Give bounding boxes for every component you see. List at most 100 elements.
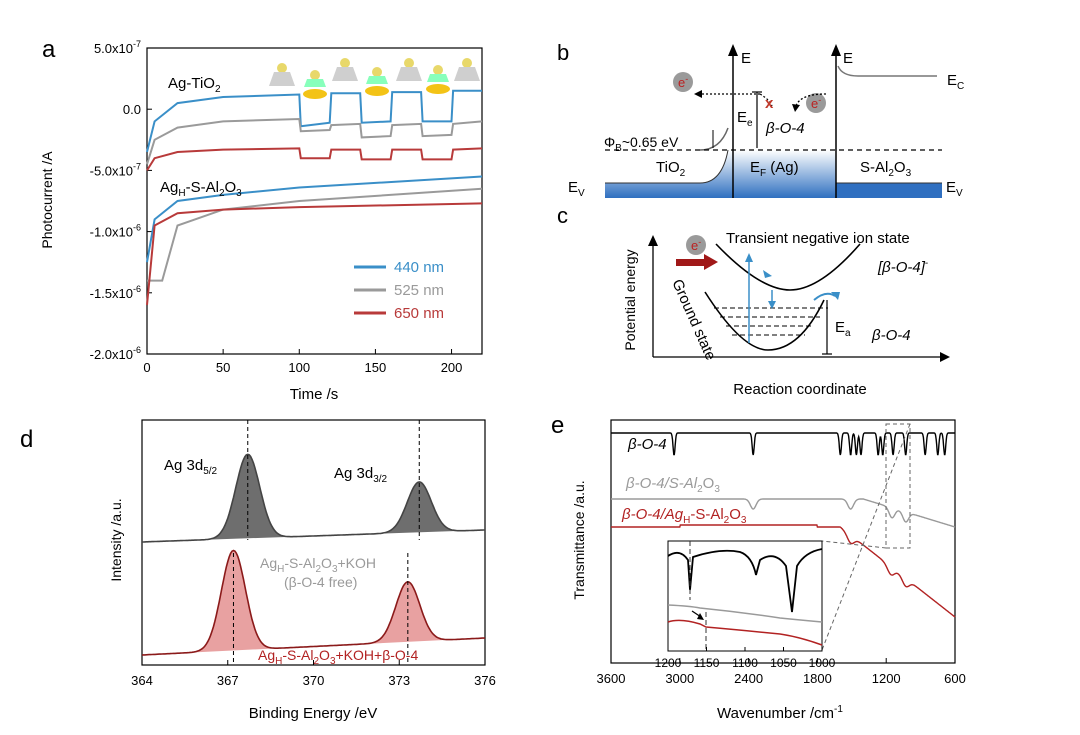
x-tick-label: 600 <box>944 671 966 686</box>
ground-state-label: Ground state <box>668 277 719 363</box>
label-ag-tio2: Ag-TiO2 <box>168 75 221 95</box>
series-line <box>146 89 482 153</box>
electron-arrow-shaft <box>676 259 706 266</box>
arrow-up-icon <box>728 44 738 56</box>
x-tick-label: 1200 <box>872 671 901 686</box>
blocked-path <box>759 93 773 107</box>
axis-e-left-label: E <box>741 50 751 67</box>
lamp-icon-on <box>365 67 389 96</box>
barrier-label: ΦB~0.65 eV <box>604 134 679 154</box>
electron-label: e- <box>691 237 701 253</box>
panel-a-letter: a <box>42 36 56 63</box>
series-line <box>147 187 483 282</box>
gray-sample-note: (β-O-4 free) <box>284 574 357 590</box>
panel-a-legend: 440 nm 525 nm 650 nm <box>354 259 444 322</box>
band-edge-left <box>605 149 729 184</box>
panel-e-xlabel: Wavenumber /cm-1 <box>717 704 843 722</box>
inset-x-tick-label: 1000 <box>809 656 836 670</box>
spectrum-line <box>142 453 485 543</box>
electron-label-right: e- <box>811 95 821 111</box>
y-tick-label: -2.0x10-6 <box>90 345 141 362</box>
arrow-down-icon <box>792 104 800 112</box>
label-agh-s-al2o3: AgH-S-Al2O3 <box>160 179 242 199</box>
electron-path-right <box>795 93 827 107</box>
panel-e-spectra <box>611 432 956 618</box>
panel-a-xlabel: Time /s <box>290 386 339 403</box>
panel-d: d 364 367 370 373 376 Ag 3d5/2 Ag 3d3/2 AgH-… <box>20 419 496 722</box>
inset-x-tick-label: 1050 <box>770 656 797 670</box>
panel-d-xticks: 364 367 370 373 376 <box>131 660 496 688</box>
ir-spectrum <box>611 524 956 618</box>
panel-e-frame <box>610 419 956 664</box>
peak2-label: Ag 3d3/2 <box>334 465 388 485</box>
arrow-down-right-icon <box>763 270 772 278</box>
spectrum-line <box>141 549 486 656</box>
panel-b-letter: b <box>557 40 569 65</box>
ea-label: Ea <box>835 319 851 339</box>
electron-icon <box>686 235 706 255</box>
ee-label: Ee <box>737 109 753 129</box>
series-line <box>146 147 483 171</box>
beta-o4-label-c: β-O-4 <box>871 327 911 344</box>
x-tick-label: 1800 <box>803 671 832 686</box>
panel-e-ylabel: Transmittance /a.u. <box>571 480 587 599</box>
trace2-label: β-O-4/S-Al2O3 <box>625 475 720 495</box>
y-tick-label: -1.0x10-6 <box>90 223 141 240</box>
x-tick-label: 150 <box>365 360 387 375</box>
electron-label-left: e- <box>678 74 688 90</box>
panel-e-inset: 1200 1150 1100 1050 1000 <box>655 540 836 670</box>
x-tick-label: 100 <box>288 360 310 375</box>
y-tick-label: 0.0 <box>123 102 141 117</box>
panel-c-letter: c <box>557 203 568 228</box>
y-tick-label: -1.5x10-6 <box>90 284 141 301</box>
x-tick-label: 367 <box>217 673 239 688</box>
zoom-connector <box>821 423 911 651</box>
ground-potential-curve <box>704 291 825 351</box>
trace1-label: β-O-4 <box>627 436 667 453</box>
panel-c: c e- Transient negative ion state [β-O-4… <box>557 203 950 398</box>
schottky-barrier-curve <box>699 127 729 151</box>
ev-left-label: EV <box>568 179 585 199</box>
x-tick-label: 2400 <box>734 671 763 686</box>
panel-a-series <box>146 89 483 306</box>
lamp-icons <box>269 58 480 99</box>
y-tick-label: -5.0x10-7 <box>90 161 141 178</box>
lamp-icon-on <box>426 65 450 94</box>
inset-frame <box>667 540 823 652</box>
ion-label: [β-O-4]- <box>877 258 928 276</box>
lamp-icon <box>454 58 480 81</box>
panel-e-letter: e <box>551 412 564 439</box>
panel-d-xlabel: Binding Energy /eV <box>249 705 377 722</box>
inset-x-tick-label: 1200 <box>655 656 682 670</box>
arrow-up-icon <box>745 253 753 262</box>
cross-mark: x <box>765 95 774 112</box>
axis-e-right-label: E <box>843 50 853 67</box>
legend-label-440: 440 nm <box>394 259 444 276</box>
inset-trace-gray <box>667 604 823 623</box>
arrow-icon <box>831 292 840 300</box>
valence-band-left <box>605 150 836 198</box>
dissociation-arrow <box>813 292 836 301</box>
panel-a-yticks: 5.0x10-7 0.0 -5.0x10-7 -1.0x10-6 -1.5x10-6 -2… <box>90 39 152 362</box>
x-tick-label: 3000 <box>665 671 694 686</box>
valence-band-right <box>836 183 942 198</box>
series-line <box>146 175 483 263</box>
upper-state-label: Transient negative ion state <box>726 230 910 247</box>
inset-x-tick-label: 1150 <box>694 656 720 670</box>
series-line <box>146 202 483 306</box>
lamp-icon-on <box>303 70 327 99</box>
x-tick-label: 373 <box>388 673 410 688</box>
inset-trace-red <box>667 619 823 646</box>
electron-icon-right <box>806 93 826 113</box>
legend-label-650: 650 nm <box>394 305 444 322</box>
ir-spectrum <box>611 498 956 528</box>
electron-icon-left <box>673 72 693 92</box>
x-tick-label: 0 <box>143 360 150 375</box>
arrow-right-icon <box>704 254 718 270</box>
series-line <box>146 117 483 165</box>
x-tick-label: 50 <box>216 360 230 375</box>
panel-b: b E E EC EV EV TiO2 EF (Ag) S-Al2O3 ΦB~0… <box>557 40 964 199</box>
gray-sample-label: AgH-S-Al2O3+KOH <box>260 555 376 575</box>
peak1-label: Ag 3d5/2 <box>164 457 218 477</box>
